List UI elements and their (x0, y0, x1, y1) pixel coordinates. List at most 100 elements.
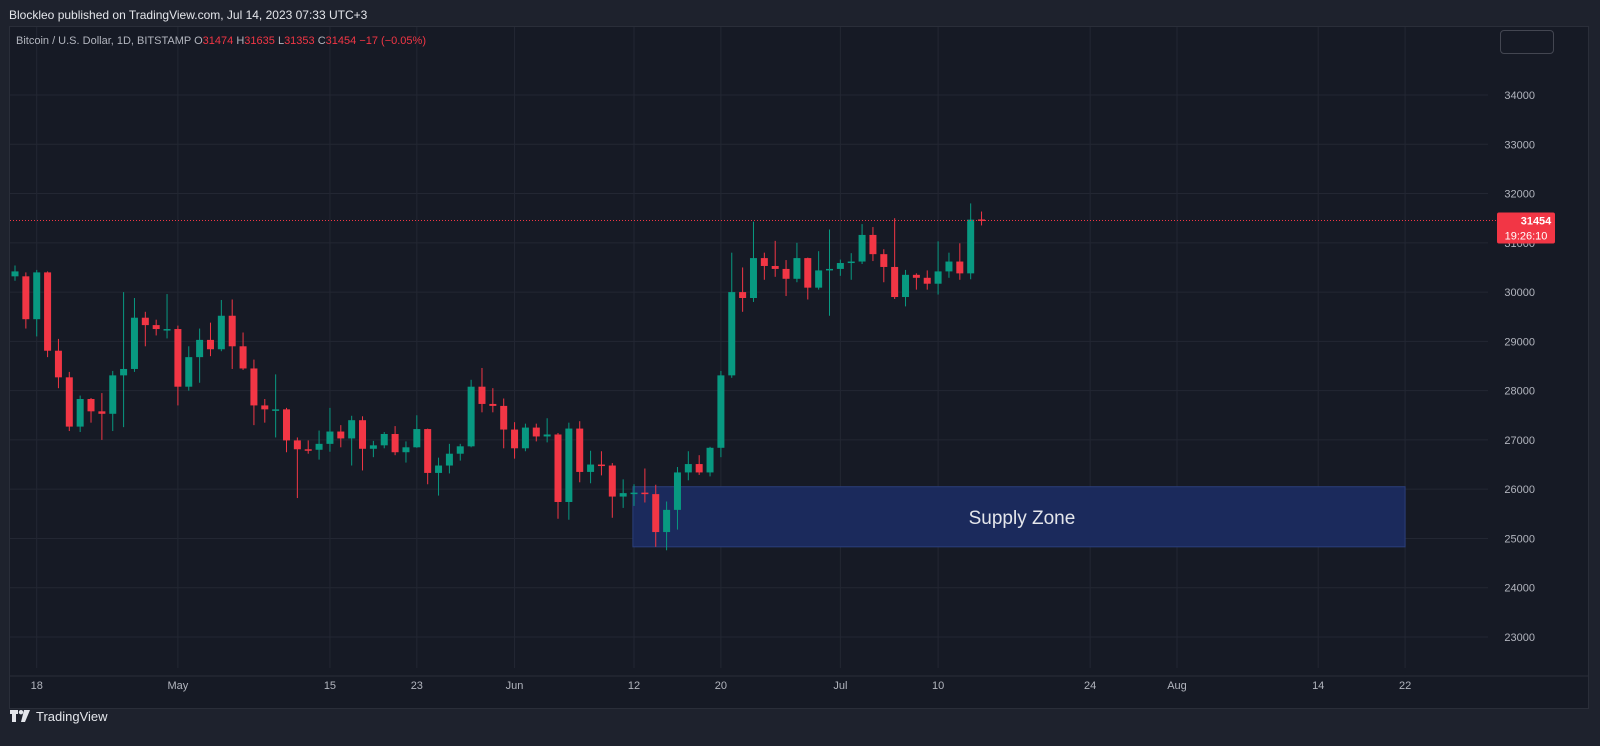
candle-body[interactable] (565, 428, 573, 502)
candle-body[interactable] (923, 277, 931, 284)
candle-body[interactable] (206, 339, 214, 350)
candle-body[interactable] (815, 270, 823, 288)
candle-body[interactable] (902, 274, 910, 298)
candle-body[interactable] (891, 266, 899, 298)
candle-body[interactable] (228, 315, 236, 347)
low-value: 31353 (284, 35, 315, 47)
candle-body[interactable] (804, 258, 812, 288)
candle-body[interactable] (326, 431, 334, 444)
candle-body[interactable] (196, 339, 204, 358)
candle-body[interactable] (912, 274, 920, 278)
candle-body[interactable] (76, 399, 84, 427)
candle-body[interactable] (511, 429, 519, 449)
candle-body[interactable] (445, 453, 453, 466)
candle-body[interactable] (272, 409, 280, 411)
candle-body[interactable] (424, 429, 432, 473)
candle-body[interactable] (11, 271, 19, 277)
candle-body[interactable] (717, 375, 725, 448)
candle-body[interactable] (771, 265, 779, 269)
candle-body[interactable] (543, 434, 551, 437)
candle-body[interactable] (217, 315, 225, 350)
candle-body[interactable] (826, 268, 833, 271)
candle-body[interactable] (847, 261, 855, 264)
candle-body[interactable] (22, 276, 30, 320)
candle-body[interactable] (33, 272, 41, 320)
candle-body[interactable] (652, 494, 660, 533)
candle-body[interactable] (858, 234, 866, 262)
candle-body[interactable] (120, 368, 128, 376)
candle-body[interactable] (978, 219, 986, 221)
candle-body[interactable] (380, 433, 388, 446)
candle-body[interactable] (478, 386, 486, 404)
candle-body[interactable] (521, 427, 529, 449)
candle-body[interactable] (706, 447, 714, 473)
candle-body[interactable] (673, 472, 681, 510)
candle-body[interactable] (880, 254, 888, 267)
candle-body[interactable] (782, 268, 790, 279)
countdown-label: 19:26:10 (1505, 230, 1548, 242)
candle-body[interactable] (467, 386, 475, 447)
y-tick-label: 24000 (1504, 583, 1535, 595)
candle-body[interactable] (749, 258, 757, 299)
candle-body[interactable] (109, 375, 117, 414)
candle-body[interactable] (869, 234, 877, 255)
candle-body[interactable] (391, 433, 399, 453)
candle-body[interactable] (44, 272, 52, 351)
candle-body[interactable] (695, 464, 703, 473)
candle-body[interactable] (293, 440, 301, 450)
candle-body[interactable] (130, 317, 138, 369)
candle-body[interactable] (576, 428, 584, 472)
candle-body[interactable] (315, 443, 323, 450)
candle-body[interactable] (739, 292, 747, 299)
candle-body[interactable] (532, 427, 540, 437)
candle-body[interactable] (283, 409, 290, 441)
candle-body[interactable] (87, 399, 95, 412)
candle-body[interactable] (608, 465, 616, 497)
candle-body[interactable] (261, 405, 269, 410)
candle-body[interactable] (630, 492, 638, 495)
candle-body[interactable] (250, 368, 258, 406)
candle-body[interactable] (185, 357, 193, 387)
candle-body[interactable] (402, 447, 410, 453)
candle-body[interactable] (836, 263, 844, 269)
candle-body[interactable] (98, 411, 106, 414)
candle-body[interactable] (663, 509, 671, 533)
candle-body[interactable] (597, 464, 605, 467)
candle-body[interactable] (369, 445, 377, 449)
candle-body[interactable] (684, 464, 692, 473)
candle-body[interactable] (934, 271, 942, 284)
close-value: 31454 (325, 35, 357, 47)
candle-body[interactable] (760, 258, 768, 266)
chart-settings-box[interactable] (1500, 30, 1554, 54)
candle-body[interactable] (163, 329, 171, 331)
tradingview-logo[interactable]: TradingView (10, 707, 108, 725)
candle-body[interactable] (152, 325, 160, 330)
candle-body[interactable] (728, 292, 736, 376)
candle-body[interactable] (54, 350, 62, 378)
candle-body[interactable] (337, 431, 345, 439)
candle-body[interactable] (359, 420, 367, 449)
candle-body[interactable] (967, 219, 975, 274)
candle-body[interactable] (304, 449, 312, 451)
candle-body[interactable] (945, 261, 953, 272)
candle-body[interactable] (413, 429, 421, 448)
supply-zone-rect[interactable] (632, 486, 1406, 548)
candlestick-chart[interactable]: 3400033000320003100030000290002800027000… (0, 0, 1600, 709)
candle-body[interactable] (619, 493, 627, 497)
candle-body[interactable] (587, 464, 595, 472)
candle-body[interactable] (793, 258, 801, 279)
candle-body[interactable] (489, 403, 497, 406)
candle-body[interactable] (435, 465, 443, 473)
candle-body[interactable] (641, 492, 649, 495)
candle-body[interactable] (141, 317, 149, 326)
candle-body[interactable] (174, 329, 182, 387)
candle-body[interactable] (456, 446, 464, 454)
x-tick-label: Jun (506, 680, 524, 692)
candle-body[interactable] (554, 434, 562, 502)
x-tick-label: 20 (715, 680, 727, 692)
candle-body[interactable] (239, 346, 247, 369)
candle-body[interactable] (500, 405, 508, 430)
candle-body[interactable] (65, 377, 73, 427)
candle-body[interactable] (348, 420, 356, 439)
candle-body[interactable] (956, 261, 964, 274)
